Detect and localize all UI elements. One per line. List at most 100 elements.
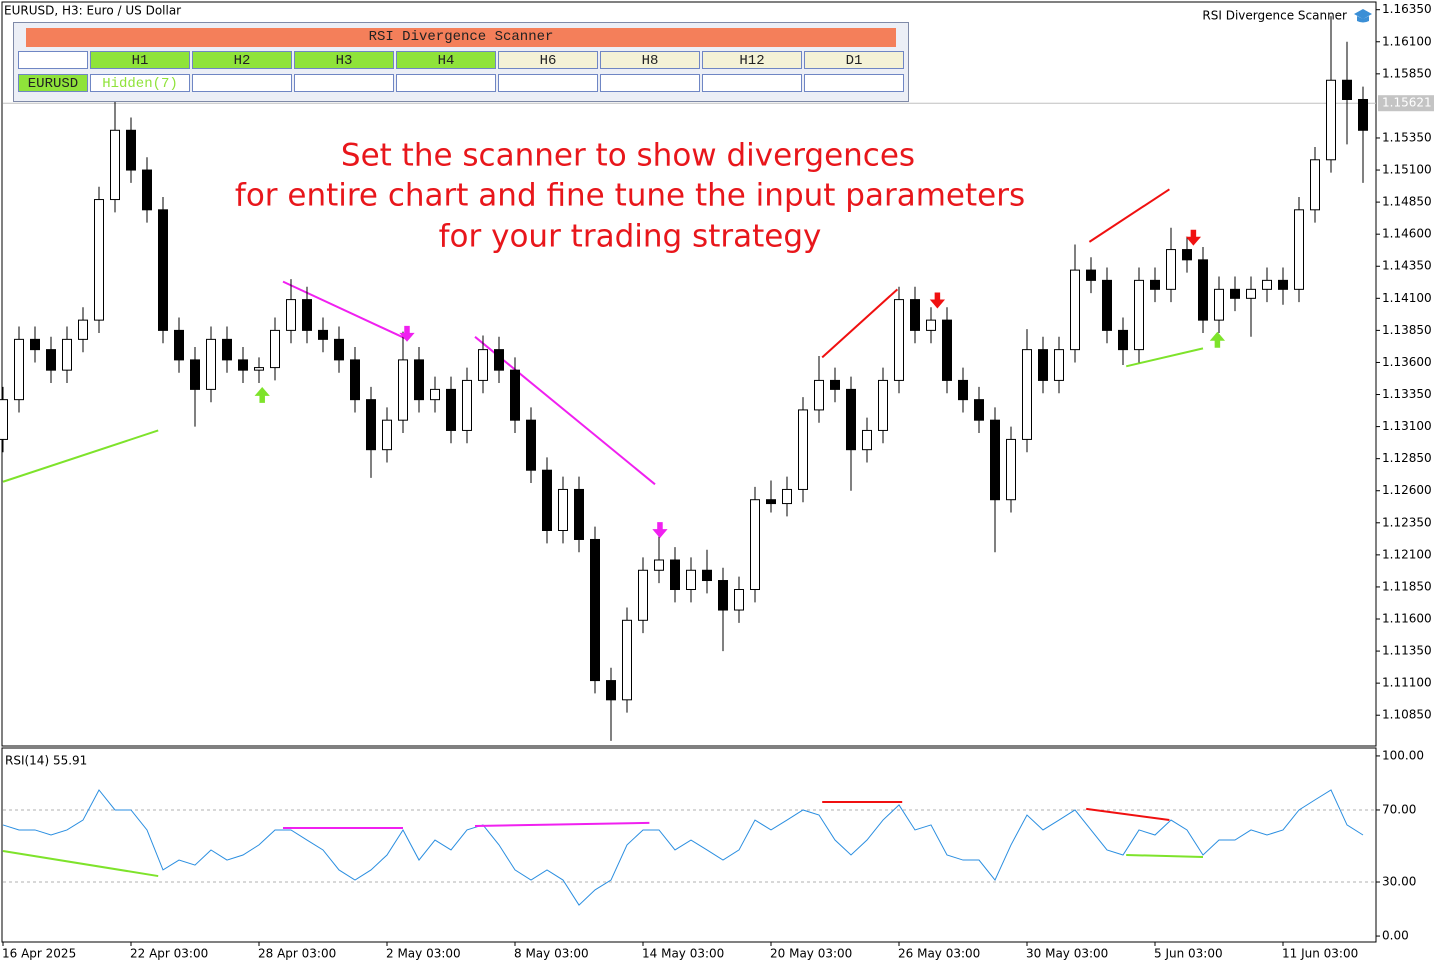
indicator-name: RSI Divergence Scanner: [1202, 9, 1347, 23]
divergence-line: [1086, 807, 1170, 822]
candle-body: [702, 569, 712, 582]
candle-body: [990, 419, 1000, 501]
signal-arrow: [652, 522, 668, 539]
x-tick-label: 20 May 03:00: [770, 947, 852, 960]
candle-body: [1134, 279, 1144, 351]
y-tick-label: 1.11600: [1382, 612, 1432, 626]
rsi-pane-frame: [1, 747, 1377, 943]
candle-body: [942, 319, 952, 381]
signal-cell: Hidden(7): [90, 74, 190, 92]
y-tick-label: 1.10850: [1382, 708, 1432, 722]
timeframe-header: H3: [294, 51, 394, 69]
candle-body: [654, 559, 664, 571]
scanner-corner: [18, 51, 88, 69]
candle-body: [638, 569, 648, 621]
x-tick-label: 30 May 03:00: [1026, 947, 1108, 960]
scanner-title: RSI Divergence Scanner: [26, 28, 896, 47]
x-tick-label: 28 Apr 03:00: [258, 947, 336, 960]
candle-body: [1294, 209, 1304, 290]
divergence-line: [1125, 347, 1204, 368]
y-tick-label: 1.13100: [1382, 419, 1432, 433]
candle-body: [1070, 269, 1080, 351]
candle-body: [1102, 279, 1112, 331]
x-tick-label: 8 May 03:00: [514, 947, 589, 960]
candle-body: [590, 538, 600, 682]
candle-body: [190, 359, 200, 390]
y-tick-label: 1.12850: [1382, 451, 1432, 465]
candle-body: [1182, 249, 1192, 261]
x-tick-label: 5 Jun 03:00: [1154, 947, 1223, 960]
signal-arrow: [1209, 331, 1226, 348]
candle-body: [526, 419, 536, 471]
divergence-line: [821, 288, 899, 359]
candle-body: [1230, 288, 1240, 299]
x-tick-label: 26 May 03:00: [898, 947, 980, 960]
candle-body: [14, 338, 24, 401]
candle-body: [1326, 79, 1336, 161]
candle-body: [1054, 349, 1064, 381]
candle-body: [894, 299, 904, 381]
candle-body: [574, 488, 584, 540]
y-tick-label: 70.00: [1382, 802, 1416, 816]
x-tick-label: 16 Apr 2025: [2, 947, 76, 960]
signal-arrow: [1185, 229, 1202, 246]
candle-body: [222, 338, 232, 361]
candle-body: [382, 419, 392, 451]
candle-body: [830, 379, 840, 390]
candle-body: [1246, 288, 1256, 299]
candle-body: [254, 367, 264, 371]
y-tick-label: 1.11850: [1382, 579, 1432, 593]
rsi-title: RSI(14) 55.91: [5, 754, 87, 768]
signal-cell: [600, 74, 700, 92]
candle-body: [910, 299, 920, 331]
candle-body: [398, 359, 408, 421]
candle-body: [286, 299, 296, 331]
annotation: for entire chart and fine tune the input…: [235, 178, 1025, 214]
timeframe-header: H1: [90, 51, 190, 69]
scanner-panel: RSI Divergence Scanner H1 H2 H3 H4 H6 H8 H12 D1…: [13, 22, 909, 102]
y-tick-label: 1.15100: [1382, 163, 1432, 177]
signal-cell: [294, 74, 394, 92]
candle-body: [126, 129, 136, 171]
divergence-line: [282, 280, 406, 339]
indicator-icon: [1354, 9, 1372, 23]
divergence-line: [2, 850, 159, 878]
divergence-line: [2, 429, 159, 483]
candle-body: [366, 399, 376, 451]
candle-body: [334, 338, 344, 361]
candle-body: [318, 329, 328, 340]
candle-body: [782, 488, 792, 505]
candle-body: [1086, 269, 1096, 281]
y-tick-label: 1.12100: [1382, 547, 1432, 561]
signal-cell: [498, 74, 598, 92]
signal-arrow: [254, 386, 270, 403]
signal-arrow: [929, 292, 946, 309]
candle-body: [542, 469, 552, 531]
candle-body: [1262, 279, 1272, 290]
candle-body: [94, 199, 104, 321]
candle-body: [1166, 249, 1176, 290]
candle-body: [846, 388, 856, 451]
candle-body: [78, 319, 88, 340]
candle-body: [462, 379, 472, 431]
divergence-line: [474, 821, 650, 827]
candle-body: [174, 329, 184, 361]
candle-body: [862, 429, 872, 451]
candle-body: [1022, 349, 1032, 440]
candle-body: [686, 569, 696, 591]
x-tick-label: 14 May 03:00: [642, 947, 724, 960]
candle-body: [1214, 288, 1224, 321]
rsi-line: [2, 789, 1364, 906]
candle-body: [46, 349, 56, 371]
signal-cell: [396, 74, 496, 92]
signal-cell: [702, 74, 802, 92]
candle-body: [670, 559, 680, 591]
timeframe-header: H4: [396, 51, 496, 69]
signal-cell: [192, 74, 292, 92]
candle-body: [350, 359, 360, 401]
y-tick-label: 1.14100: [1382, 291, 1432, 305]
x-tick-label: 22 Apr 03:00: [130, 947, 208, 960]
candle-body: [206, 338, 216, 390]
